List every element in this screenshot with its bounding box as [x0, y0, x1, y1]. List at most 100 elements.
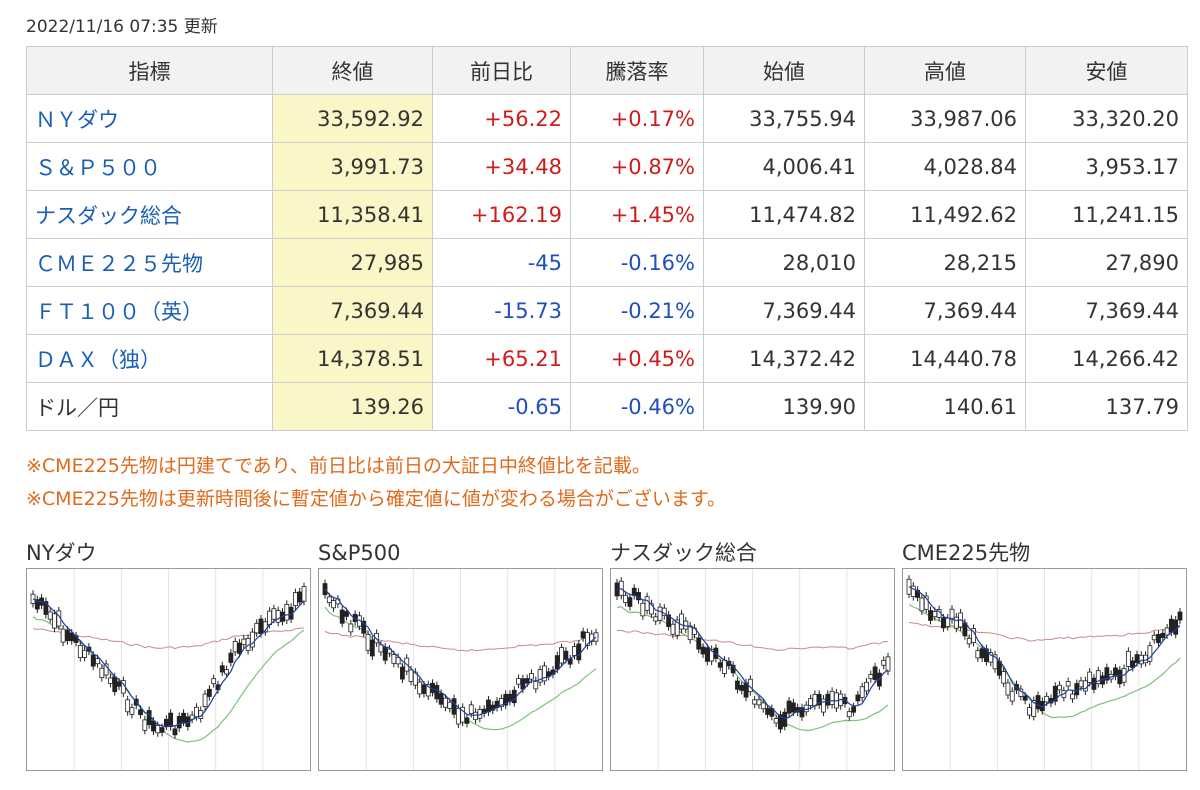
- chart-nasdaq[interactable]: ナスダック総合: [610, 540, 895, 771]
- close-value: 14,378.51: [272, 334, 433, 383]
- candlestick-chart[interactable]: [26, 568, 311, 771]
- chart-title: ナスダック総合: [610, 541, 757, 565]
- header-change: 前日比: [432, 46, 571, 95]
- candle-body: [760, 702, 766, 710]
- candle-body: [417, 681, 423, 695]
- candle-body: [1160, 632, 1166, 639]
- candle-body: [657, 606, 663, 621]
- candle-body: [1125, 650, 1131, 667]
- candle-body: [644, 596, 650, 611]
- candle-body: [369, 639, 375, 657]
- index-name[interactable]: ＣＭＥ２２５先物: [26, 238, 273, 287]
- candle-body: [851, 706, 856, 713]
- candle-body: [181, 712, 186, 723]
- candle-body: [593, 632, 599, 642]
- candle-body: [1104, 667, 1110, 681]
- candle-body: [666, 614, 672, 627]
- candle-body: [112, 676, 118, 693]
- candle-body: [202, 693, 208, 708]
- index-name[interactable]: ＦＴ１００（英）: [26, 286, 273, 335]
- candle-body: [400, 666, 405, 680]
- header-low: 安値: [1025, 46, 1188, 95]
- candle-body: [232, 640, 238, 653]
- open-value: 4,006.41: [703, 142, 865, 191]
- candle-body: [348, 623, 354, 633]
- candle-body: [923, 595, 929, 610]
- candle-body: [142, 719, 148, 731]
- candle-body: [464, 717, 470, 724]
- moving-average-line: [616, 629, 889, 651]
- candle-body: [455, 708, 461, 725]
- chart-sp500[interactable]: S&P500: [318, 540, 603, 771]
- market-index-table: 指標 終値 前日比 騰落率 始値 高値 安値 ＮＹダウ 33,592.92 +56.…: [26, 46, 1188, 431]
- index-name[interactable]: ナスダック総合: [26, 190, 273, 239]
- candle-body: [919, 597, 925, 612]
- candle-body: [966, 637, 972, 645]
- index-name: ドル／円: [26, 382, 273, 431]
- candlestick-chart[interactable]: [610, 568, 895, 771]
- index-name[interactable]: ＤＡＸ（独）: [26, 334, 273, 383]
- candle-body: [1151, 634, 1157, 641]
- candle-body: [146, 710, 152, 726]
- change-value: -45: [432, 238, 571, 287]
- candle-body: [799, 707, 805, 718]
- candle-body: [82, 649, 88, 658]
- candle-body: [108, 677, 113, 684]
- candle-body: [752, 699, 758, 705]
- candle-body: [219, 665, 225, 673]
- candle-body: [284, 603, 290, 621]
- candle-body: [846, 711, 852, 718]
- change-value: +162.19: [432, 190, 571, 239]
- candle-body: [790, 702, 796, 713]
- chart-nydow[interactable]: NYダウ: [26, 540, 311, 771]
- close-value: 139.26: [272, 382, 433, 431]
- open-value: 14,372.42: [703, 334, 865, 383]
- candle-body: [735, 680, 740, 690]
- candle-body: [473, 711, 478, 721]
- rate-value: -0.16%: [570, 238, 704, 287]
- rate-value: +0.45%: [570, 334, 704, 383]
- candle-body: [1087, 671, 1093, 683]
- candle-body: [868, 674, 874, 680]
- candle-body: [421, 684, 427, 694]
- moving-average-line: [908, 586, 1181, 708]
- candle-body: [949, 608, 955, 621]
- candlestick-chart[interactable]: [318, 568, 603, 771]
- candle-body: [756, 699, 762, 706]
- candle-body: [237, 642, 242, 654]
- high-value: 11,492.62: [864, 190, 1026, 239]
- chart-title: S&P500: [318, 541, 401, 565]
- open-value: 139.90: [703, 382, 865, 431]
- candle-body: [339, 609, 345, 624]
- candle-body: [1005, 682, 1011, 696]
- header-close: 終値: [272, 46, 433, 95]
- candle-body: [554, 655, 560, 670]
- chart-cme225[interactable]: CME225先物: [902, 540, 1187, 771]
- candle-body: [194, 706, 199, 718]
- update-timestamp: 2022/11/16 07:35 更新: [26, 17, 218, 37]
- candle-body: [572, 646, 577, 656]
- candle-body: [524, 678, 530, 684]
- candle-body: [885, 656, 891, 672]
- candle-body: [829, 690, 835, 705]
- index-name[interactable]: Ｓ＆Ｐ５００: [26, 142, 273, 191]
- candle-body: [679, 613, 684, 630]
- candle-body: [301, 586, 307, 602]
- candle-body: [292, 592, 298, 607]
- candle-body: [159, 727, 165, 733]
- candle-body: [267, 610, 272, 625]
- candle-body: [627, 597, 633, 607]
- candle-body: [704, 647, 710, 662]
- candle-body: [559, 647, 564, 664]
- candlestick-chart[interactable]: [902, 568, 1187, 771]
- change-value: -0.65: [432, 382, 571, 431]
- candle-body: [533, 680, 539, 690]
- candle-body: [361, 620, 367, 634]
- close-value: 7,369.44: [272, 286, 433, 335]
- high-value: 28,215: [864, 238, 1026, 287]
- candle-body: [52, 613, 57, 629]
- candle-body: [717, 662, 723, 668]
- candle-body: [1070, 693, 1075, 700]
- candle-body: [975, 650, 981, 659]
- index-name[interactable]: ＮＹダウ: [26, 94, 273, 143]
